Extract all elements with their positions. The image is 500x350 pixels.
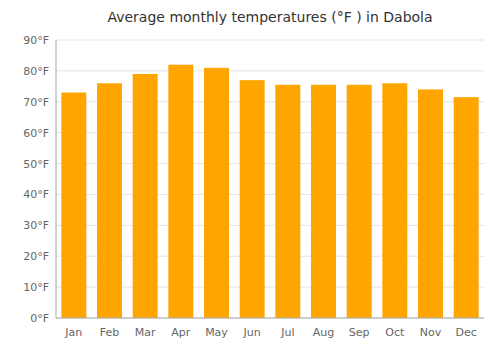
bar bbox=[204, 68, 229, 318]
x-tick-label: Aug bbox=[313, 326, 334, 339]
bar bbox=[168, 65, 193, 318]
chart: Average monthly temperatures (°F ) in Da… bbox=[0, 0, 500, 350]
y-axis-line bbox=[56, 40, 57, 318]
y-tick-label: 10°F bbox=[23, 281, 49, 294]
y-tick-label: 50°F bbox=[23, 158, 49, 171]
y-tick-label: 80°F bbox=[23, 65, 49, 78]
x-tick-label: Apr bbox=[171, 326, 191, 339]
y-tick-label: 20°F bbox=[23, 250, 49, 263]
x-tick-label: Jul bbox=[280, 326, 294, 339]
bar bbox=[454, 97, 479, 318]
y-tick-label: 0°F bbox=[30, 312, 49, 325]
y-tick-label: 30°F bbox=[23, 219, 49, 232]
x-tick-label: May bbox=[205, 326, 228, 339]
x-axis-line bbox=[56, 318, 484, 319]
x-tick-label: Jun bbox=[243, 326, 261, 339]
x-axis: Jan Feb Mar Apr May Jun Jul Aug Sep Oct Nov Dec bbox=[64, 326, 476, 339]
bar bbox=[61, 93, 86, 318]
y-tick-label: 90°F bbox=[23, 34, 49, 47]
bar bbox=[275, 85, 300, 318]
x-tick-label: Mar bbox=[135, 326, 156, 339]
bar bbox=[97, 83, 122, 318]
x-tick-label: Dec bbox=[456, 326, 477, 339]
x-tick-label: Feb bbox=[100, 326, 119, 339]
y-tick-label: 40°F bbox=[23, 188, 49, 201]
title: Average monthly temperatures (°F ) in Da… bbox=[107, 9, 432, 25]
bar bbox=[347, 85, 372, 318]
y-axis: 0°F 10°F 20°F 30°F 40°F 50°F 60°F 70°F 80°F 90°F bbox=[23, 34, 56, 325]
grid bbox=[56, 40, 484, 318]
grid-line bbox=[56, 318, 484, 319]
bar bbox=[240, 80, 265, 318]
bar bbox=[311, 85, 336, 318]
bar bbox=[382, 83, 407, 318]
x-tick-label: Oct bbox=[385, 326, 405, 339]
page: {"chart_data": {"type": "bar", "title": … bbox=[0, 0, 500, 350]
y-tick-label: 60°F bbox=[23, 127, 49, 140]
bar bbox=[418, 89, 443, 318]
x-tick-label: Nov bbox=[420, 326, 442, 339]
y-tick-label: 70°F bbox=[23, 96, 49, 109]
x-tick-label: Sep bbox=[349, 326, 370, 339]
x-tick-label: Jan bbox=[64, 326, 82, 339]
bars bbox=[61, 65, 478, 318]
bar bbox=[133, 74, 158, 318]
grid-line bbox=[56, 70, 484, 71]
grid-line bbox=[56, 40, 484, 41]
